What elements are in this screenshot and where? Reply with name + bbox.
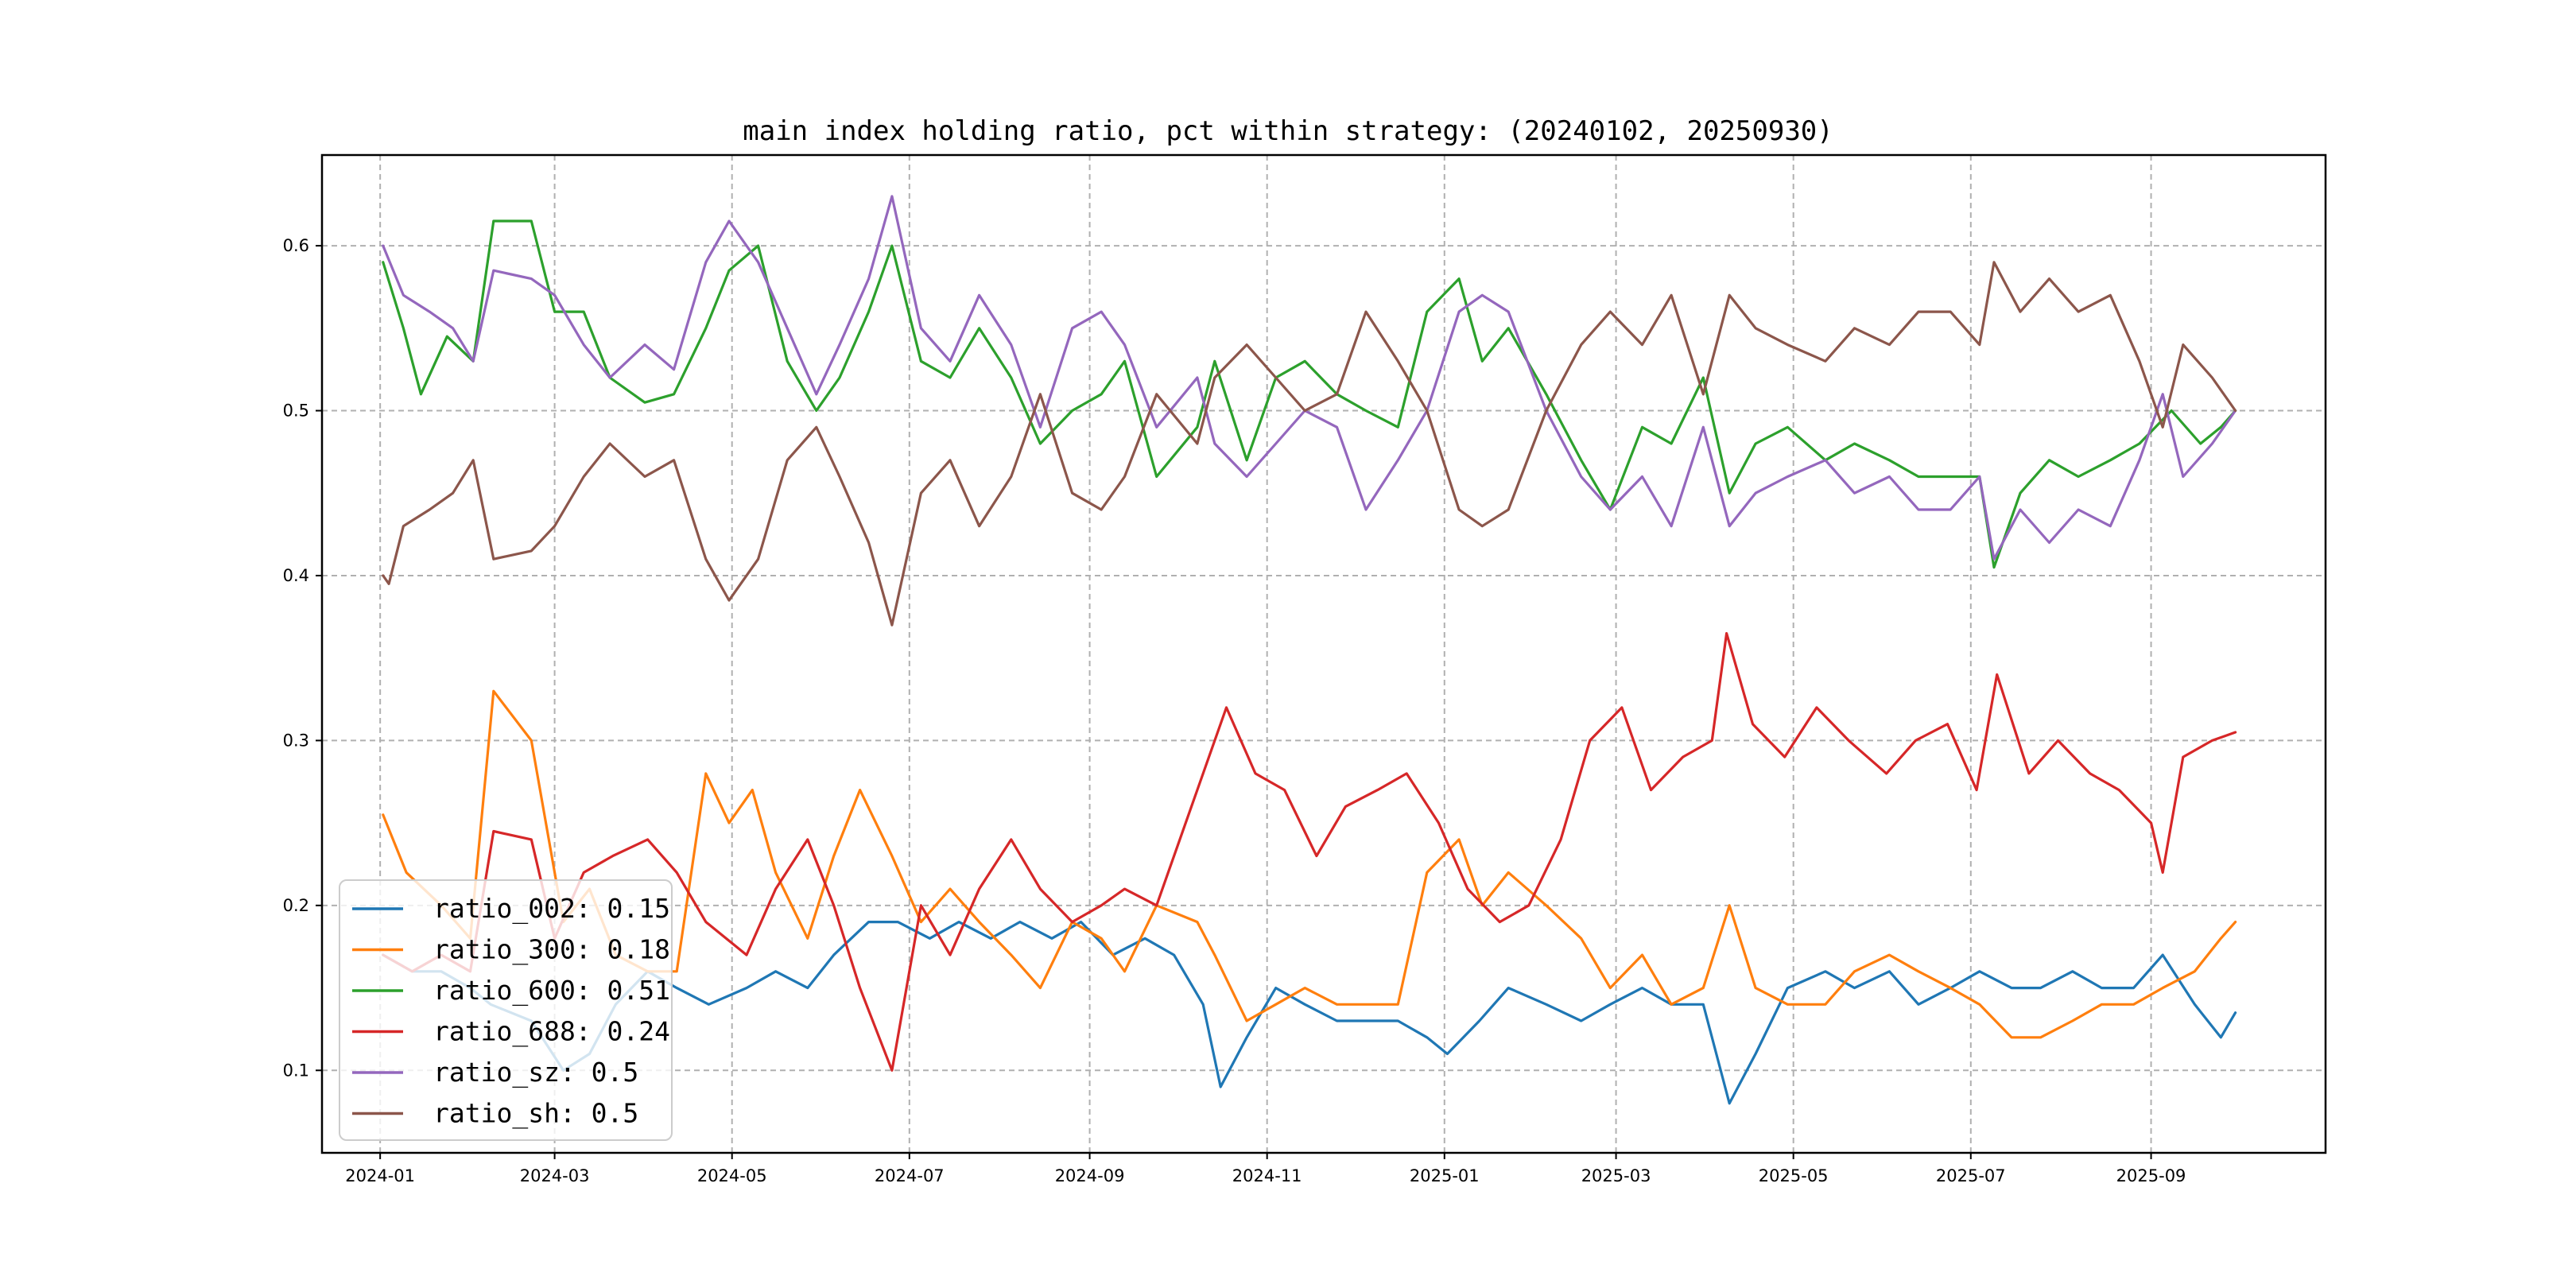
x-tick-label: 2024-01 — [345, 1166, 415, 1185]
x-tick-label: 2024-05 — [697, 1166, 767, 1185]
legend-label: ratio_sh: 0.5 — [433, 1098, 638, 1130]
y-tick-label: 0.6 — [283, 236, 309, 255]
series-line-ratio-600 — [382, 219, 2237, 569]
series-line-ratio-002 — [382, 920, 2237, 1105]
x-tick-label: 2025-05 — [1759, 1166, 1829, 1185]
legend: ratio_002: 0.15 ratio_300: 0.18 ratio_600:… — [339, 879, 673, 1141]
chart-title: main index holding ratio, pct within str… — [743, 115, 1833, 147]
x-tick-label: 2025-03 — [1581, 1166, 1651, 1185]
legend-label: ratio_600: 0.51 — [433, 975, 670, 1007]
legend-label: ratio_688: 0.24 — [433, 1016, 670, 1048]
y-tick-label: 0.5 — [283, 402, 309, 421]
x-tick-label: 2025-09 — [2116, 1166, 2186, 1185]
x-tick-label: 2025-07 — [1936, 1166, 2006, 1185]
legend-label: ratio_sz: 0.5 — [433, 1057, 638, 1088]
series-line-ratio-300 — [382, 689, 2237, 1039]
series-lines — [382, 195, 2237, 1105]
legend-label: ratio_300: 0.18 — [433, 934, 670, 966]
x-tick-label: 2024-07 — [875, 1166, 945, 1185]
plot-area-frame — [320, 153, 2327, 1154]
y-tick-label: 0.4 — [283, 566, 309, 585]
y-tick-label: 0.3 — [283, 731, 309, 750]
x-tick-label: 2024-09 — [1055, 1166, 1125, 1185]
series-line-ratio-sz — [382, 195, 2237, 561]
series-line-ratio-688 — [382, 631, 2237, 1072]
grid — [322, 155, 2326, 1153]
axis-ticks: 0.1 0.2 0.3 0.4 0.5 0.6 2024-01 2024-03 2024-05 2… — [283, 236, 2186, 1185]
y-tick-label: 0.2 — [283, 896, 309, 915]
y-tick-label: 0.1 — [283, 1061, 309, 1080]
legend-label: ratio_002: 0.15 — [433, 893, 670, 925]
series-line-ratio-sh — [382, 261, 2237, 627]
legend-box — [339, 879, 673, 1141]
x-tick-label: 2024-11 — [1232, 1166, 1302, 1185]
x-tick-label: 2025-01 — [1410, 1166, 1480, 1185]
x-tick-label: 2024-03 — [520, 1166, 590, 1185]
